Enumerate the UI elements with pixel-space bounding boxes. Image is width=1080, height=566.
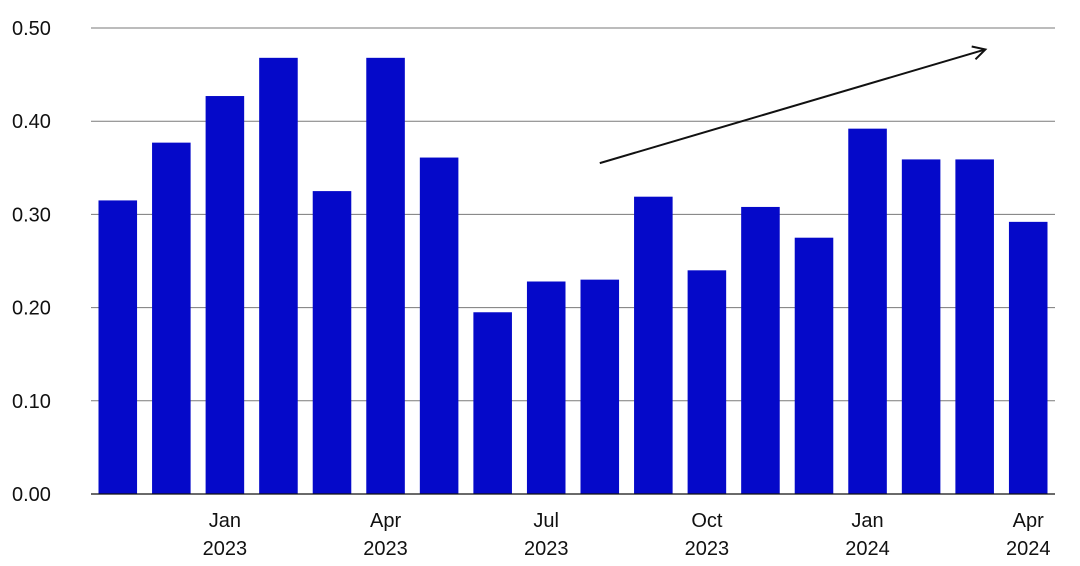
- y-tick-labels: 0.00 0.10 0.20 0.30 0.40 0.50: [12, 18, 51, 506]
- bars: [98, 57, 1048, 495]
- bar: [794, 237, 834, 494]
- y-tick-label: 0.20: [12, 298, 51, 320]
- bar: [366, 57, 405, 494]
- bar: [526, 281, 566, 494]
- bar: [848, 128, 887, 494]
- bar: [152, 142, 191, 495]
- gridlines: [91, 27, 1055, 402]
- x-tick-label: Oct 2023: [685, 510, 730, 560]
- bar: [419, 157, 459, 494]
- bar: [312, 191, 352, 494]
- bar: [955, 159, 994, 495]
- bar: [473, 312, 512, 494]
- bar: [205, 96, 245, 494]
- trend-arrow-line: [599, 48, 986, 165]
- bar: [901, 159, 941, 495]
- x-tick-label: Jul 2023: [524, 510, 569, 560]
- x-tick-label: Apr 2024: [1006, 510, 1051, 560]
- bar: [259, 57, 298, 494]
- bar: [687, 270, 727, 494]
- y-tick-label: 0.50: [12, 18, 51, 40]
- y-tick-label: 0.00: [12, 484, 51, 506]
- arrowhead: [971, 45, 988, 61]
- x-tick-label: Jan 2023: [203, 510, 248, 560]
- bar: [634, 196, 673, 494]
- x-tick-label: Apr 2023: [363, 510, 408, 560]
- y-tick-label: 0.40: [12, 111, 51, 133]
- y-tick-label: 0.10: [12, 391, 51, 413]
- x-tick-label: Jan 2024: [845, 510, 890, 560]
- bar: [741, 206, 780, 494]
- x-tick-labels: Jan 2023 Apr 2023 Jul 2023 Oct 2023 Jan 2024 Apr 20…: [203, 510, 1051, 560]
- bar: [1008, 221, 1048, 494]
- annotations: [599, 45, 988, 165]
- bar: [580, 279, 620, 494]
- bar: [98, 200, 138, 495]
- y-tick-label: 0.30: [12, 204, 51, 226]
